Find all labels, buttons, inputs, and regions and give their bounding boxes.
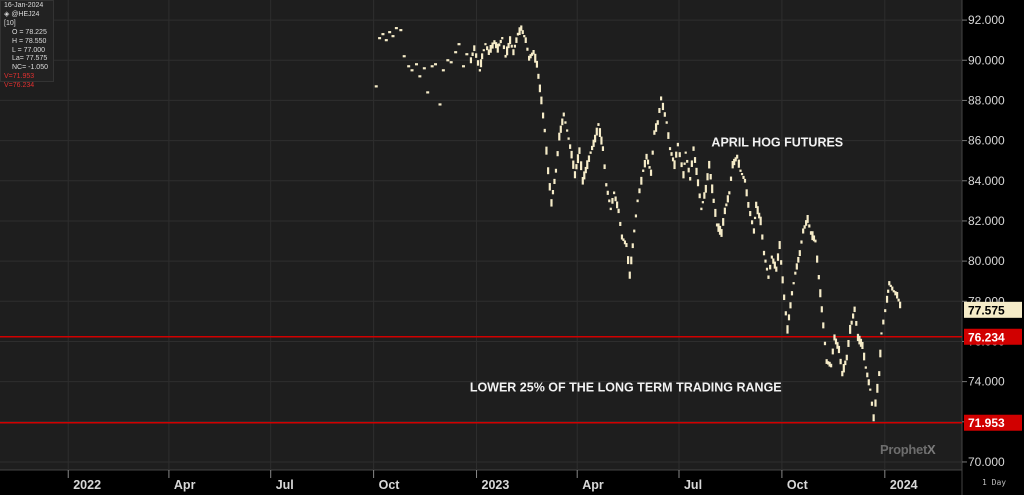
info-ref1: V=71.953	[4, 73, 35, 81]
price-tag-bg	[964, 328, 1022, 345]
info-low: L = 77.000	[12, 46, 46, 54]
interval-label: 1 Day	[982, 478, 1007, 487]
logo-x: X	[927, 442, 936, 457]
x-tick-label: 2023	[482, 478, 510, 492]
last-price-tag-bg	[964, 301, 1022, 318]
price-tag-bg	[964, 414, 1022, 431]
horizontal-lines	[0, 335, 962, 424]
y-tick-label: 80.000	[968, 254, 1005, 268]
logo-text: Prophet	[880, 442, 928, 457]
y-tick-label: 88.000	[968, 93, 1005, 107]
y-tick-label: 92.000	[968, 13, 1005, 27]
price-tag-label: 76.234	[968, 330, 1005, 344]
x-tick-label: Jul	[684, 478, 702, 492]
x-tick-label: Apr	[174, 478, 196, 492]
prophetx-logo: ProphetX	[880, 442, 936, 457]
info-net-change: NC= -1.050	[12, 64, 48, 72]
price-tag-label: 71.953	[968, 416, 1005, 430]
quote-info-box: 16-Jan-2024 ◈ @HEJ24 [10] O = 78.225 H =…	[0, 0, 54, 89]
y-axis-panel	[962, 0, 1024, 495]
info-last: La= 77.575	[12, 55, 48, 63]
y-tick-label: 82.000	[968, 214, 1005, 228]
y-tick-label: 70.000	[968, 455, 1005, 469]
info-open: O = 78.225	[12, 28, 47, 36]
plot-area[interactable]	[0, 0, 962, 470]
last-price-tag-label: 77.575	[968, 303, 1005, 317]
y-tick-label: 84.000	[968, 174, 1005, 188]
y-tick-label: 90.000	[968, 53, 1005, 67]
x-tick-label: Oct	[379, 478, 401, 492]
y-tick-label: 86.000	[968, 134, 1005, 148]
x-tick-label: 2022	[73, 478, 101, 492]
annotation-text: LOWER 25% OF THE LONG TERM TRADING RANGE	[470, 381, 782, 395]
x-axis-panel	[0, 470, 962, 495]
x-tick-label: Apr	[582, 478, 604, 492]
x-tick-label: 2024	[890, 478, 918, 492]
info-ref2: V=76.234	[4, 82, 35, 90]
info-date: 16-Jan-2024	[4, 2, 44, 9]
grid-lines	[0, 0, 962, 470]
x-tick-label: Jul	[276, 478, 294, 492]
annotation-text: APRIL HOG FUTURES	[711, 136, 843, 150]
info-high: H = 78.550	[12, 37, 47, 45]
info-symbol: ◈ @HEJ24 [10]	[4, 10, 40, 27]
price-series	[374, 25, 902, 422]
price-tags: 76.234 71.953 77.575	[964, 301, 1022, 431]
x-axis: 2022 Apr Jul Oct 2023 Apr Jul Oct 2024	[67, 470, 918, 492]
x-tick-label: Oct	[787, 478, 809, 492]
annotations: APRIL HOG FUTURES LOWER 25% OF THE LONG T…	[470, 136, 843, 395]
y-tick-label: 74.000	[968, 375, 1005, 389]
info-symbol-text: @HEJ24 [10]	[4, 10, 40, 27]
